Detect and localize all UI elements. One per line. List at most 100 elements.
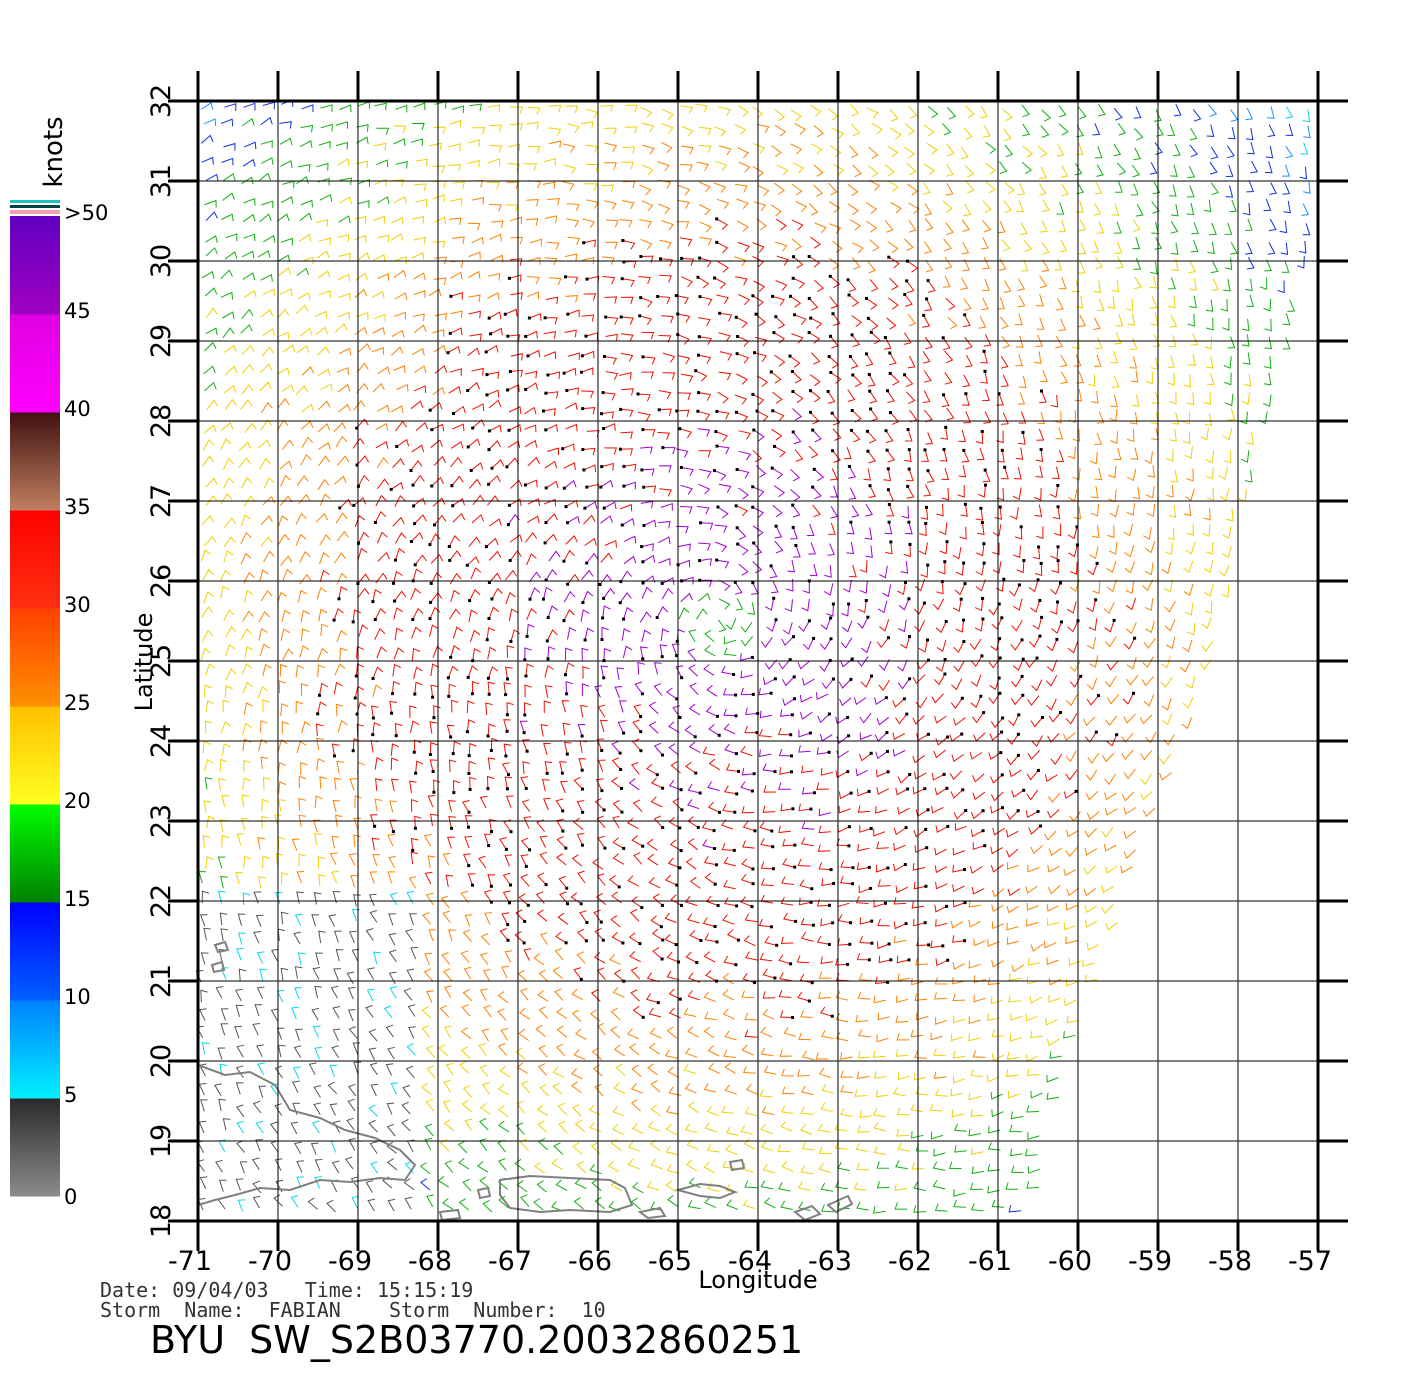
wind-barb (543, 586, 553, 600)
wind-barb (958, 464, 967, 478)
wind-barb (830, 505, 839, 519)
wind-barb (886, 489, 895, 502)
wind-barb (256, 1044, 264, 1057)
wind-barb (450, 589, 461, 603)
wind-barb (594, 1196, 605, 1210)
rain-flag (580, 734, 584, 738)
wind-barb (664, 912, 677, 923)
rain-flag (750, 789, 754, 793)
wind-barb (1020, 259, 1029, 272)
wind-barb (581, 390, 594, 399)
wind-barb (907, 260, 919, 273)
wind-barb (313, 892, 322, 905)
wind-barb (1071, 280, 1080, 293)
wind-barb (552, 966, 563, 979)
wind-barb (1167, 527, 1175, 541)
wind-barb (1133, 257, 1142, 270)
wind-barb (241, 662, 253, 675)
rain-flag (735, 904, 739, 908)
wind-barb (1065, 902, 1079, 911)
wind-barb (975, 543, 985, 557)
rain-flag (471, 692, 474, 696)
wind-barb (516, 1180, 528, 1193)
rain-flag (525, 749, 529, 753)
wind-barb (295, 664, 305, 678)
wind-barb (1104, 865, 1118, 874)
rain-flag (959, 597, 963, 601)
wind-barb (332, 1120, 341, 1134)
rain-flag (718, 810, 721, 814)
wind-barb (1025, 1013, 1038, 1022)
rain-flag (316, 712, 320, 716)
wind-barb (441, 952, 450, 965)
wind-barb (1204, 601, 1213, 615)
wind-barb (1078, 314, 1086, 328)
rain-flag (1001, 716, 1005, 720)
wind-barb (1121, 732, 1134, 744)
wind-barb (219, 1063, 228, 1077)
rain-flag (849, 791, 853, 795)
wind-barb (857, 805, 871, 813)
wind-barb (719, 145, 732, 156)
wind-barb (439, 1004, 450, 1018)
wind-barb (1183, 503, 1192, 517)
legend-band (10, 412, 60, 511)
wind-barb (1093, 317, 1101, 331)
wind-barb (1211, 278, 1220, 291)
rain-flag (487, 448, 491, 452)
wind-barb (410, 799, 419, 812)
lon-tick-label: -57 (1288, 1246, 1332, 1277)
wind-barb (780, 803, 793, 812)
wind-barb (409, 780, 417, 794)
wind-barb (923, 370, 932, 383)
wind-barb (1150, 412, 1159, 425)
wind-barb (1210, 146, 1219, 160)
wind-barb (870, 331, 881, 345)
rain-flag (789, 733, 793, 737)
rain-flag (732, 673, 736, 676)
wind-barb (241, 384, 254, 395)
wind-barb (1018, 411, 1027, 424)
wind-barb (1015, 335, 1024, 348)
wind-barb (896, 955, 910, 964)
wind-barb (859, 732, 872, 741)
lon-tick-label: -61 (968, 1246, 1012, 1277)
wind-barb (356, 362, 369, 373)
wind-barb (1125, 298, 1134, 312)
rain-flag (639, 255, 643, 258)
rain-flag (585, 561, 589, 565)
wind-barb (386, 1102, 395, 1115)
wind-barb (410, 587, 421, 600)
wind-barb (935, 958, 948, 967)
wind-barb (657, 431, 671, 440)
wind-barb (1188, 260, 1197, 274)
wind-barb (1001, 239, 1011, 252)
wind-barb (334, 552, 346, 564)
wind-barb (1168, 505, 1177, 518)
wind-barb (467, 347, 480, 357)
wind-barb (369, 814, 378, 827)
wind-barb (972, 791, 986, 801)
wind-barb (740, 781, 753, 792)
rain-flag (906, 484, 910, 488)
wind-barb (1069, 562, 1078, 575)
wind-barb (314, 985, 322, 999)
wind-barb (872, 1108, 886, 1118)
wind-barb (236, 1140, 246, 1153)
rain-flag (467, 864, 471, 868)
wind-barb (1082, 959, 1095, 967)
wind-barb (528, 571, 542, 583)
wind-barb (1030, 845, 1044, 855)
wind-barb (699, 468, 712, 479)
wind-barb (970, 810, 984, 820)
wind-barb (444, 985, 452, 999)
wind-barb (372, 326, 385, 335)
wind-barb (714, 126, 727, 137)
wind-barb (260, 140, 273, 148)
wind-barb (525, 663, 534, 677)
wind-barb (820, 1182, 834, 1192)
wind-barb (466, 700, 475, 714)
wind-barb (421, 1006, 432, 1019)
wind-barb (508, 608, 519, 621)
wind-barb (679, 237, 693, 247)
